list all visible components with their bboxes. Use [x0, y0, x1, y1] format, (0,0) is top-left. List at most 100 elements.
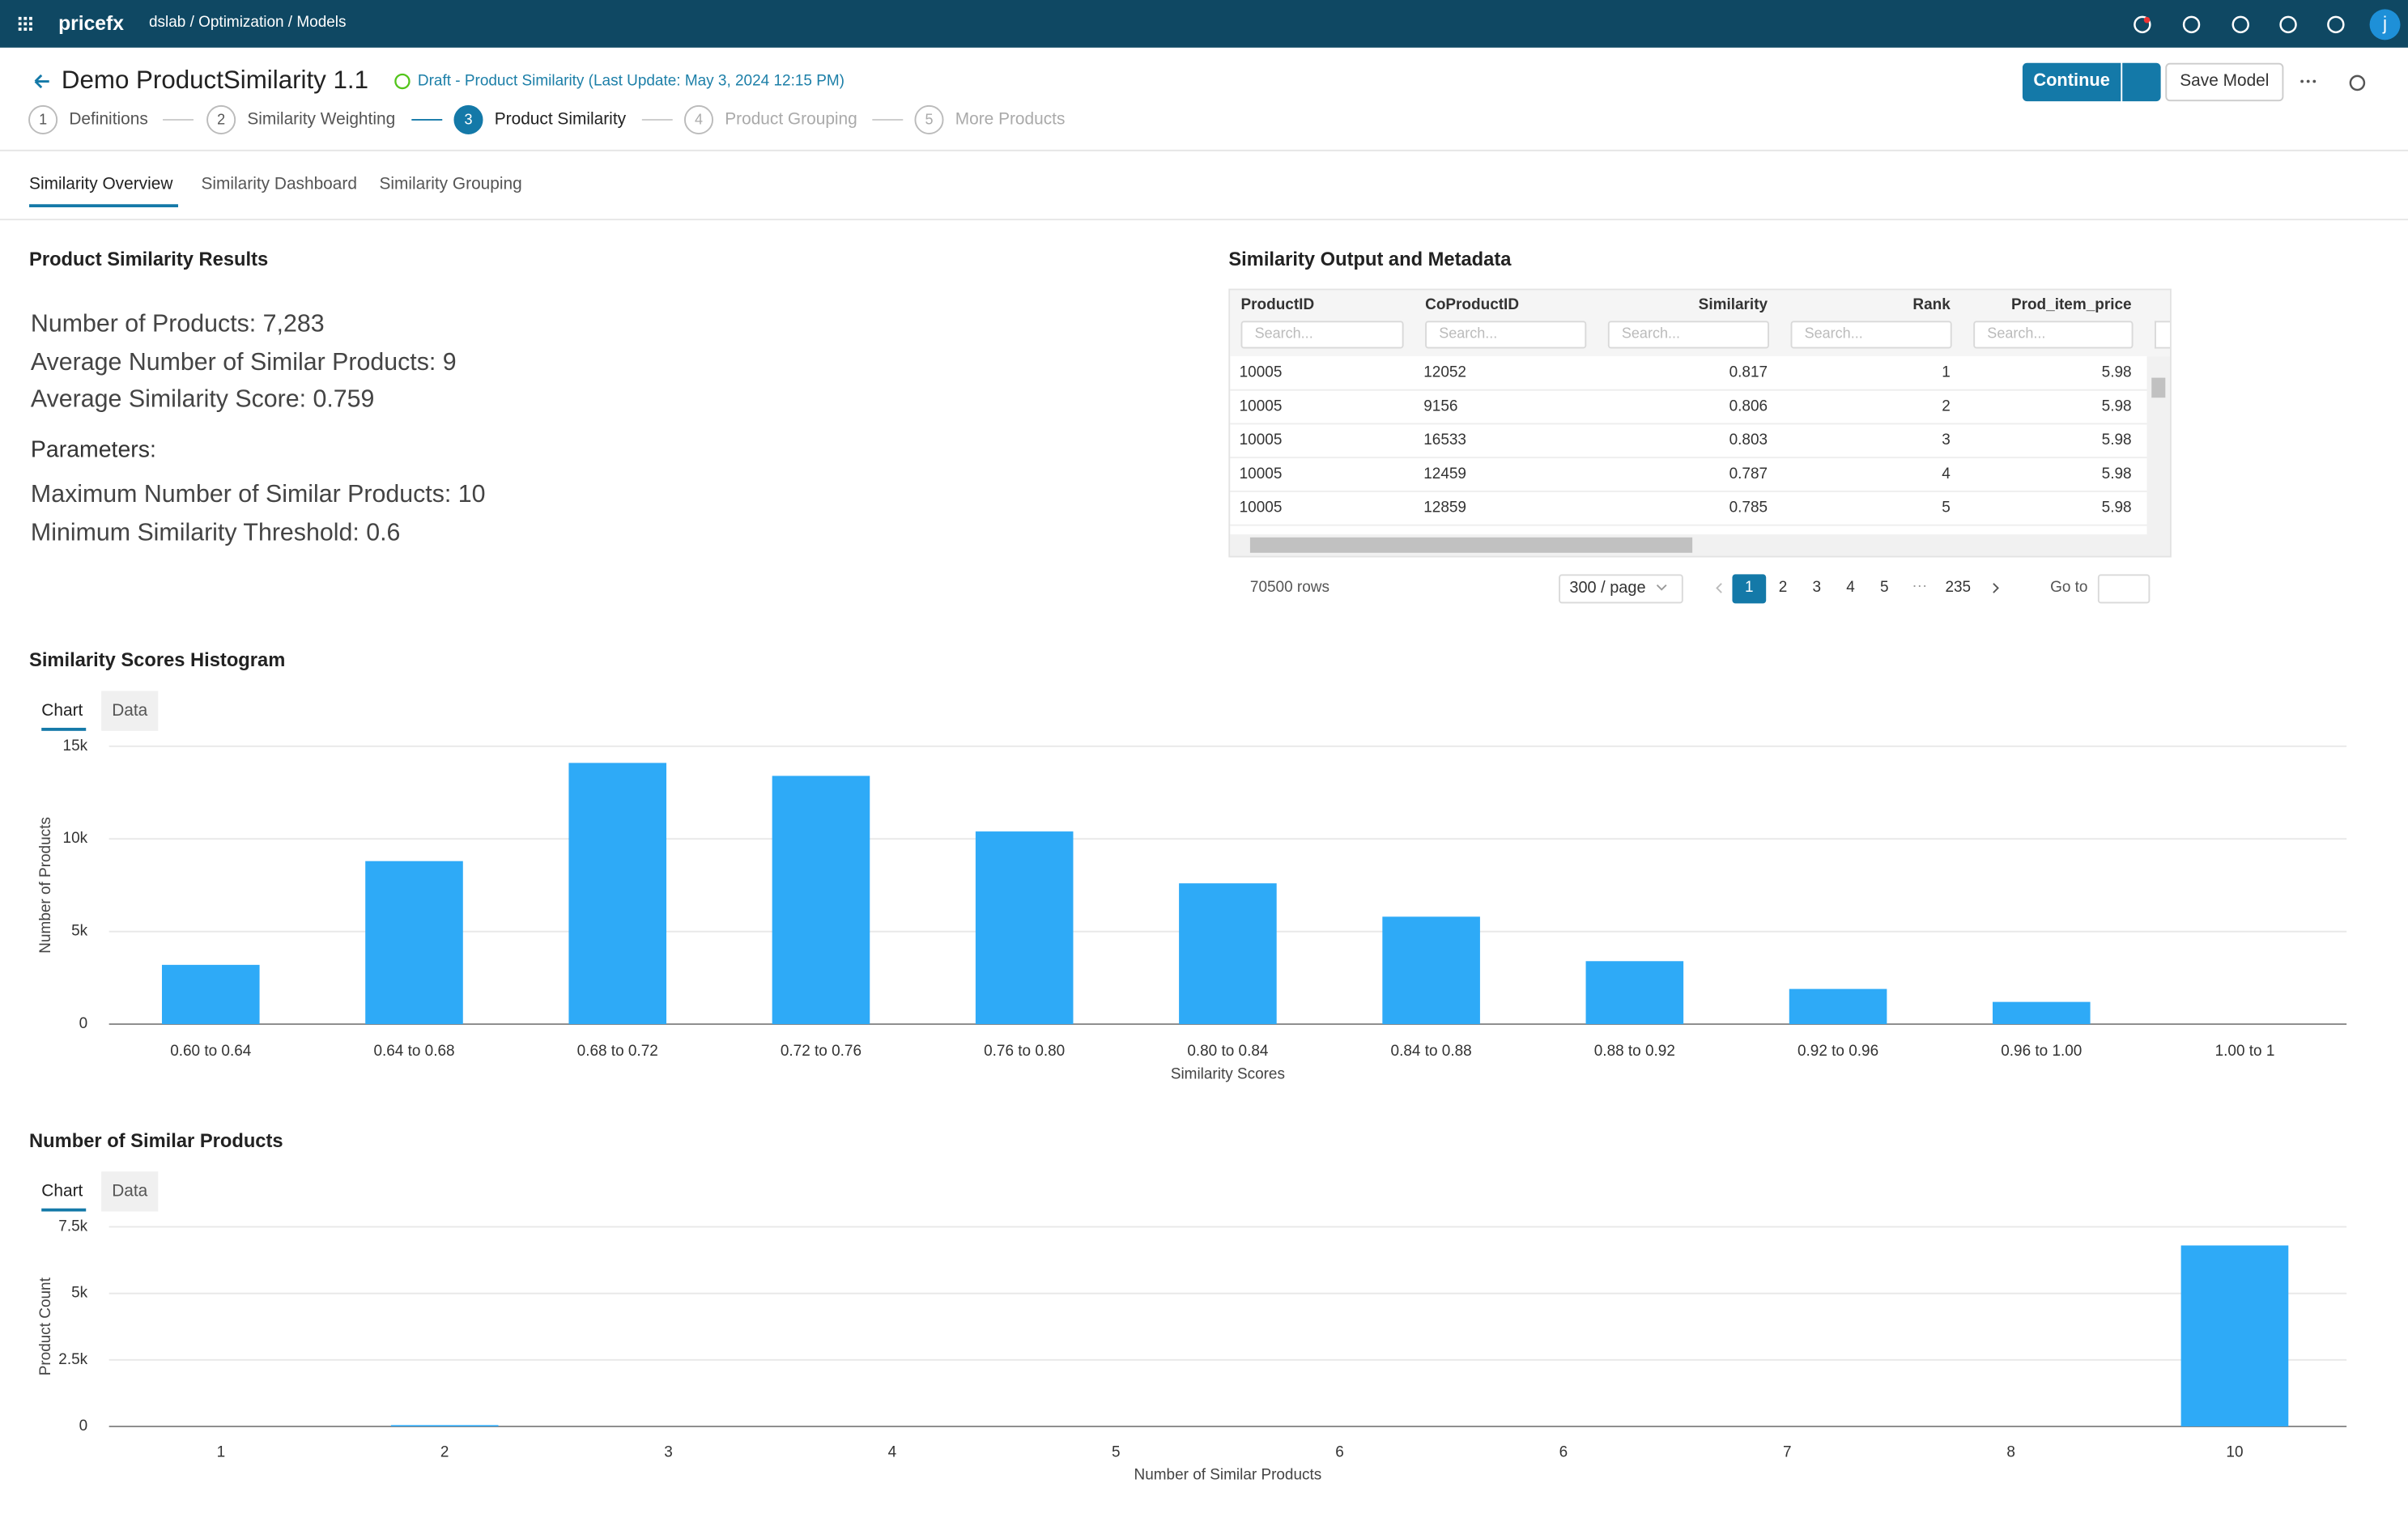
apps-icon-dot — [29, 23, 32, 26]
column-header[interactable]: Similarity — [1596, 297, 1768, 314]
apps-icon-dot — [19, 23, 22, 26]
more-dot — [2312, 80, 2316, 83]
page-number[interactable]: 235 — [1935, 580, 1981, 597]
search-input[interactable]: Search... — [1425, 321, 1586, 348]
table-cell: 5.98 — [1961, 499, 2132, 516]
result-line: Number of Products: 7,283 — [31, 312, 325, 339]
step-number: 5 — [925, 112, 933, 128]
x-tick-label: 0.92 to 0.96 — [1797, 1043, 1878, 1060]
table-cell: 5.98 — [1961, 398, 2132, 415]
step-label[interactable]: Similarity Weighting — [247, 111, 395, 130]
bar — [1179, 883, 1277, 1024]
x-tick-label: 0.64 to 0.68 — [373, 1043, 454, 1060]
page-size-select[interactable]: 300 / page — [1559, 574, 1683, 603]
y-tick-label: 0 — [79, 1418, 88, 1435]
x-tick-label: 0.60 to 0.64 — [170, 1043, 251, 1060]
y-tick-label: 0 — [79, 1015, 88, 1032]
x-tick-label: 1.00 to 1 — [2215, 1043, 2275, 1060]
search-input[interactable]: Search... — [1791, 321, 1952, 348]
x-tick-label: 3 — [664, 1443, 673, 1460]
column-header[interactable]: Rank — [1778, 297, 1950, 314]
status-text: Draft - Product Similarity (Last Update:… — [418, 73, 845, 90]
header-icon — [2184, 17, 2199, 32]
tab[interactable]: Similarity Dashboard — [201, 175, 356, 193]
table-cell: 5.98 — [1961, 364, 2132, 381]
table-cell: 12859 — [1423, 499, 1466, 516]
tab[interactable]: Similarity Overview — [29, 175, 172, 193]
x-tick-label: 1 — [217, 1443, 226, 1460]
header-icon — [2233, 17, 2248, 32]
bar — [1586, 961, 1684, 1024]
page-number[interactable]: 5 — [1861, 580, 1908, 597]
step-number: 3 — [464, 112, 472, 128]
x-tick-label: 10 — [2226, 1443, 2243, 1460]
y-tick-label: 5k — [71, 1285, 88, 1302]
save-button[interactable]: Save Model — [2165, 63, 2283, 101]
bar — [568, 763, 666, 1024]
x-tick-label: 0.80 to 0.84 — [1187, 1043, 1268, 1060]
step-number: 1 — [39, 112, 47, 128]
search-input[interactable] — [2155, 321, 2170, 348]
step-number: 4 — [695, 112, 703, 128]
row-count: 70500 rows — [1250, 580, 1330, 597]
table-cell: 5 — [1778, 499, 1950, 516]
table-cell: 0.806 — [1596, 398, 1768, 415]
tab[interactable]: Similarity Grouping — [379, 175, 521, 193]
notification-dot — [2144, 17, 2151, 23]
search-input[interactable]: Search... — [1608, 321, 1769, 348]
chart-tab[interactable]: Data — [101, 691, 158, 731]
y-tick-label: 2.5k — [58, 1351, 87, 1368]
chart-tab[interactable]: Chart — [29, 691, 96, 731]
next-page — [1993, 584, 1998, 593]
header-icon — [2281, 17, 2296, 32]
table-cell: 10005 — [1240, 398, 1283, 415]
bar — [2181, 1245, 2289, 1426]
column-header[interactable]: Prod_item_price — [1961, 297, 2132, 314]
page-ellipsis: ··· — [1904, 578, 1935, 595]
bar — [1993, 1002, 2091, 1024]
bar — [391, 1425, 499, 1426]
goto-label: Go to — [2050, 580, 2087, 597]
avatar-letter: j — [2382, 12, 2387, 33]
apps-icon-dot — [29, 28, 32, 31]
step-label: Product Grouping — [725, 111, 857, 130]
chart-tab[interactable]: Chart — [29, 1171, 96, 1211]
x-tick-label: 4 — [888, 1443, 897, 1460]
table-cell: 10005 — [1240, 364, 1283, 381]
step-label: More Products — [955, 111, 1066, 130]
chart-tab[interactable]: Data — [101, 1171, 158, 1211]
continue-dropdown[interactable] — [2122, 63, 2160, 101]
status-icon — [395, 74, 409, 88]
bar — [1789, 989, 1887, 1024]
apps-icon-dot — [23, 28, 27, 31]
continue-button[interactable]: Continue — [2023, 63, 2121, 101]
table-cell: 4 — [1778, 466, 1950, 483]
breadcrumb[interactable]: dslab / Optimization / Models — [149, 15, 347, 32]
bar — [365, 861, 463, 1024]
search-input[interactable]: Search... — [1241, 321, 1404, 348]
goto-input[interactable] — [2098, 574, 2150, 603]
table-cell: 12052 — [1423, 364, 1466, 381]
step-label[interactable]: Product Similarity — [495, 111, 626, 130]
column-header[interactable]: CoProductID — [1425, 297, 1519, 314]
step-label[interactable]: Definitions — [69, 111, 147, 130]
step-number: 2 — [217, 112, 225, 128]
search-input[interactable]: Search... — [1973, 321, 2133, 348]
x-tick-label: 0.68 to 0.72 — [577, 1043, 658, 1060]
x-tick-label: 7 — [1783, 1443, 1792, 1460]
column-header[interactable]: ProductID — [1241, 297, 1315, 314]
table-cell: 5.98 — [1961, 466, 2132, 483]
model-title: Demo ProductSimilarity 1.1 — [62, 67, 368, 96]
apps-icon-dot — [19, 17, 22, 20]
x-tick-label: 0.96 to 1.00 — [2001, 1043, 2082, 1060]
x-tick-label: 5 — [1112, 1443, 1121, 1460]
table-cell: 12459 — [1423, 466, 1466, 483]
x-tick-label: 0.72 to 0.76 — [781, 1043, 862, 1060]
table-cell: 9156 — [1423, 398, 1457, 415]
bar — [162, 965, 260, 1024]
x-tick-label: 0.76 to 0.80 — [984, 1043, 1065, 1060]
table-cell: 0.817 — [1596, 364, 1768, 381]
table-title: Similarity Output and Metadata — [1228, 249, 1511, 270]
